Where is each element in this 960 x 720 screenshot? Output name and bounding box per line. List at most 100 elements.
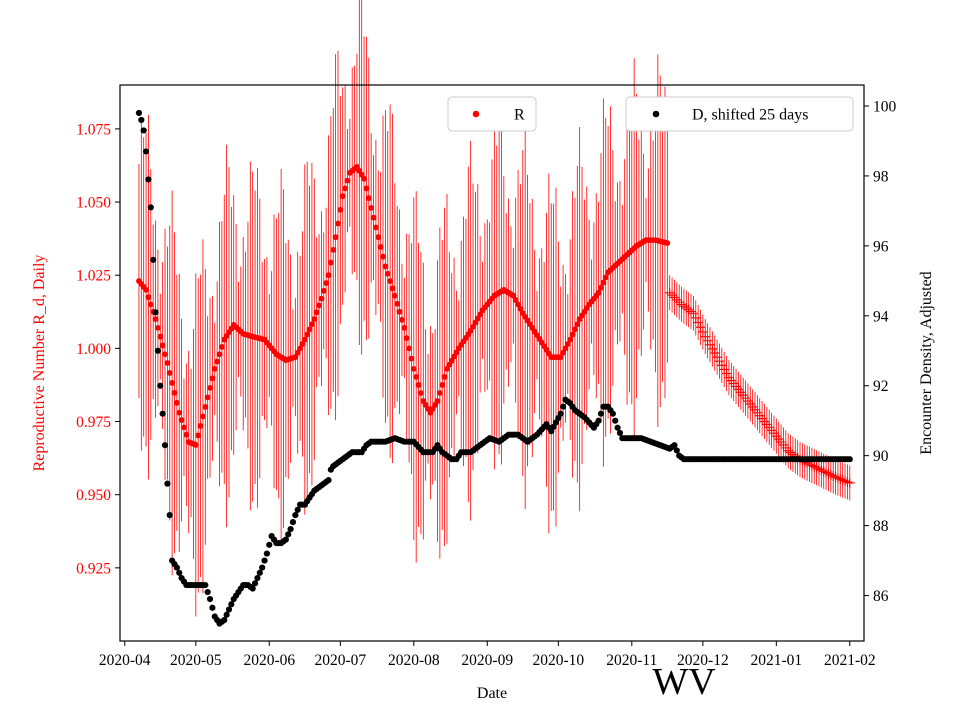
r-point <box>316 302 322 309</box>
d-point <box>225 606 233 613</box>
r-point <box>197 423 204 429</box>
r-point <box>372 224 379 231</box>
r-extrapolated-point <box>776 437 787 448</box>
r-point <box>517 305 524 312</box>
r-point <box>306 326 313 333</box>
r-point <box>195 432 202 439</box>
r-extrapolated-point <box>674 297 685 308</box>
d-point <box>206 595 214 603</box>
r-extrapolated-point <box>830 472 841 483</box>
r-point <box>169 379 176 386</box>
x-tick-label: 2020-10 <box>533 652 585 669</box>
d-point <box>673 447 680 454</box>
y-axis-left: 0.925 0.950 0.975 1.000 1.025 1.050 1.075 <box>76 121 120 577</box>
d-series <box>135 109 853 627</box>
d-point <box>282 536 289 543</box>
d-point <box>285 531 292 538</box>
r-point <box>216 351 223 358</box>
r-point <box>204 394 211 401</box>
r-extrapolated-point <box>828 470 839 481</box>
x-tick-label: 2020-06 <box>243 652 295 669</box>
r-extrapolated-point <box>778 439 789 450</box>
r-extrapolated-point <box>780 442 791 453</box>
r-point <box>564 341 571 347</box>
x-tick-label: 2021-02 <box>824 652 876 669</box>
x-tick-label: 2021-01 <box>750 652 802 669</box>
r-point <box>598 284 604 291</box>
r-extrapolated-point <box>764 422 775 433</box>
r-extrapolated-point <box>726 375 737 386</box>
r-point <box>384 270 391 277</box>
r-extrapolated-point <box>719 364 730 375</box>
r-point <box>323 280 330 286</box>
d-point <box>249 585 256 592</box>
r-extrapolated-point <box>723 372 734 383</box>
r-point <box>368 205 375 211</box>
y-right-tick-label: 96 <box>873 238 889 255</box>
r-extrapolated-point <box>747 401 758 412</box>
r-point <box>375 234 382 241</box>
r-extrapolated-point <box>707 343 718 354</box>
r-extrapolated-point <box>712 352 723 363</box>
y-left-tick-label: 1.025 <box>76 268 111 285</box>
d-point <box>164 480 171 487</box>
r-point <box>299 341 306 347</box>
r-extrapolated-point <box>773 434 784 445</box>
r-point <box>143 286 149 293</box>
r-point <box>337 206 344 213</box>
r-point <box>301 336 308 343</box>
d-point <box>204 588 211 596</box>
r-point <box>399 316 405 323</box>
r-point <box>292 354 299 361</box>
r-extrapolated-point <box>809 461 820 472</box>
r-point <box>176 409 183 416</box>
r-extrapolated-point <box>752 407 763 418</box>
d-point <box>140 127 147 134</box>
r-extrapolated-point <box>835 474 846 485</box>
r-point <box>418 390 424 396</box>
r-point <box>510 292 517 299</box>
r-point <box>183 431 190 438</box>
r-point <box>365 195 372 202</box>
r-point <box>330 246 337 253</box>
d-point <box>202 581 209 589</box>
d-point <box>173 564 180 571</box>
d-point <box>846 456 853 463</box>
r-point <box>332 234 339 241</box>
r-point <box>339 193 346 200</box>
r-point <box>408 355 415 362</box>
d-point <box>557 410 564 417</box>
r-point <box>178 417 185 423</box>
legend-d-label: D, shifted 25 days <box>692 107 808 124</box>
r-extrapolated-point <box>731 381 742 392</box>
r-point <box>214 358 221 365</box>
r-point <box>370 214 377 221</box>
d-point <box>221 616 228 624</box>
d-point <box>145 176 152 183</box>
y-left-tick-label: 1.050 <box>76 195 111 212</box>
r-extrapolated-point <box>742 396 753 407</box>
r-extrapolated-point <box>688 308 699 319</box>
r-extrapolated-point <box>709 348 720 359</box>
r-point <box>309 321 315 328</box>
r-point <box>434 398 441 404</box>
d-point <box>612 417 619 424</box>
r-extrapolated-series <box>664 275 855 501</box>
r-point <box>567 336 574 343</box>
r-point <box>304 331 311 338</box>
r-point <box>401 324 408 331</box>
y-right-tick-label: 94 <box>873 308 889 325</box>
r-point <box>171 389 178 396</box>
r-point <box>342 185 348 192</box>
r-extrapolated-point <box>754 410 765 421</box>
r-point <box>202 403 209 410</box>
r-extrapolated-point <box>761 419 772 430</box>
r-point <box>387 278 394 284</box>
r-extrapolated-point <box>700 331 711 342</box>
x-tick-label: 2020-04 <box>99 652 151 669</box>
r-point <box>557 354 564 361</box>
r-extrapolated-point <box>671 294 682 305</box>
r-point <box>318 295 325 302</box>
d-point <box>616 429 624 437</box>
r-point <box>157 333 164 340</box>
